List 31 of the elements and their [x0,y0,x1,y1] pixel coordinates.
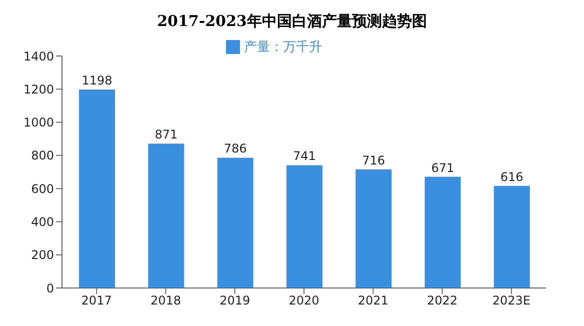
bar [286,165,322,288]
bar [148,144,184,288]
x-tick-label: 2023E [492,294,530,308]
y-tick-label: 1000 [23,116,54,130]
x-tick-label: 2017 [81,294,112,308]
y-tick-label: 400 [31,214,54,229]
data-label: 671 [431,160,454,175]
chart-title: 2017-2023年中国白酒产量预测趋势图 [156,11,428,32]
legend-label: 产量：万千升 [244,40,322,55]
bar [79,89,115,288]
bar [217,158,254,288]
x-tick-label: 2022 [427,294,458,308]
data-label: 786 [224,142,247,156]
y-tick-label: 0 [46,281,54,296]
data-label: 616 [500,170,524,184]
y-tick-label: 200 [31,248,54,262]
bar [424,176,461,288]
x-tick-label: 2018 [150,294,181,308]
y-tick-label: 800 [31,148,54,163]
data-label: 741 [292,149,316,164]
data-label: 1198 [82,73,112,88]
data-label: 871 [154,128,178,142]
y-tick-label: 1200 [23,82,54,96]
x-tick-label: 2019 [220,294,250,308]
y-tick-label: 600 [31,182,54,196]
x-tick-label: 2021 [358,294,388,308]
bar [356,169,392,288]
x-tick-label: 2020 [288,294,320,308]
bar [494,186,530,288]
y-tick-label: 1400 [23,49,54,64]
data-label: 716 [362,153,386,168]
